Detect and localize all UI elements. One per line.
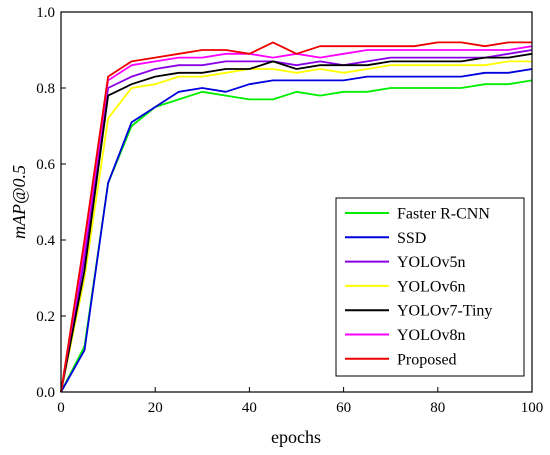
legend-label: Proposed <box>397 351 457 368</box>
legend-label: SSD <box>397 230 426 247</box>
series-line-proposed <box>60 41 532 393</box>
y-tick-label: 0.8 <box>36 81 55 97</box>
series-line-faster-r-cnn <box>60 79 533 393</box>
legend-label: YOLOv8n <box>397 327 465 344</box>
y-axis-label: mAP@0.5 <box>9 165 29 239</box>
series-line-yolov6n <box>60 60 532 393</box>
y-tick-label: 0.2 <box>36 309 55 325</box>
y-tick-label: 0.0 <box>36 385 55 401</box>
y-tick-label: 0.4 <box>36 233 55 249</box>
legend-label: YOLOv5n <box>397 254 465 271</box>
x-tick-label: 0 <box>57 400 65 416</box>
legend-label: YOLOv7-Tiny <box>397 303 492 320</box>
series-layer <box>60 41 533 393</box>
x-tick-label: 100 <box>521 400 544 416</box>
x-tick-label: 60 <box>336 400 351 416</box>
y-tick-label: 1.0 <box>36 5 55 21</box>
x-tick-label: 80 <box>430 400 445 416</box>
legend-items: Faster R-CNN SSD YOLOv5n YOLOv6n YOLOv7-Tiny… <box>345 206 492 368</box>
y-tick-label: 0.6 <box>36 157 55 173</box>
plot-frame <box>60 11 533 393</box>
x-tick-label: 20 <box>148 400 163 416</box>
x-tick-label: 40 <box>242 400 257 416</box>
series-line-yolov5n <box>60 49 533 393</box>
series-line-ssd <box>60 68 533 393</box>
legend-label: YOLOv6n <box>397 278 465 295</box>
ticks-layer: 0 20 40 60 80 100 0.0 0.2 0.4 0.6 0.8 1.0 <box>36 5 543 416</box>
x-axis-label: epochs <box>271 427 321 447</box>
legend-box <box>335 197 525 377</box>
legend: Faster R-CNN SSD YOLOv5n YOLOv6n YOLOv7-Tiny… <box>335 197 525 377</box>
legend-label: Faster R-CNN <box>397 206 490 223</box>
series-line-yolov7-tiny <box>60 52 533 393</box>
